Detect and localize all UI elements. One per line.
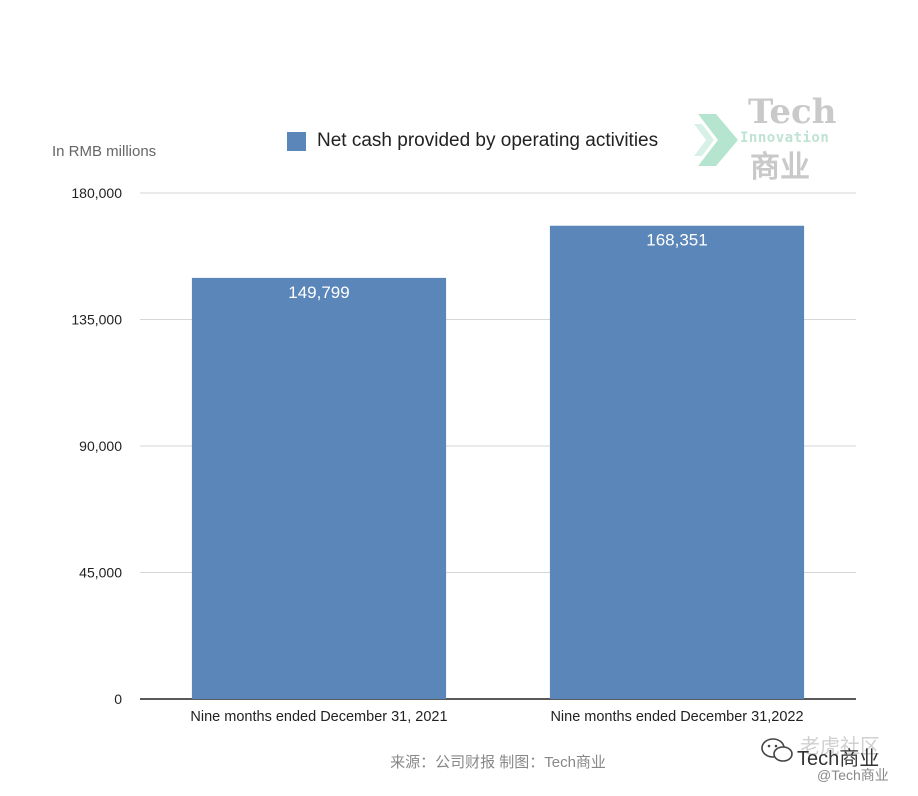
y-tick-label: 135,000 <box>71 312 122 328</box>
y-tick-label: 180,000 <box>71 185 122 201</box>
logo-chinese: 商业 <box>750 150 810 185</box>
bar <box>549 225 805 699</box>
data-label: 168,351 <box>646 231 707 250</box>
chevron-logo-icon <box>694 114 738 166</box>
legend: Net cash provided by operating activitie… <box>287 130 658 152</box>
y-axis-unit-label: In RMB millions <box>52 143 157 160</box>
y-tick-label: 90,000 <box>79 438 122 454</box>
y-tick-label: 45,000 <box>79 565 122 581</box>
bars <box>191 225 805 699</box>
labels: 0 45,000 90,000 135,000 180,000 149,799 Nine m… <box>71 185 803 725</box>
source-caption: 来源：公司财报 制图：Tech商业 <box>390 754 606 771</box>
watermark-handle: @Tech商业 <box>817 767 889 783</box>
x-tick-label: Nine months ended December 31, 2021 <box>190 709 447 725</box>
logo-word: Tech <box>748 92 837 132</box>
y-tick-label: 0 <box>114 691 122 707</box>
tech-logo: Tech Innovation 商业 <box>692 92 842 185</box>
data-label: 149,799 <box>288 283 349 302</box>
watermark-name: Tech商业 <box>797 748 880 770</box>
watermark: 老虎社区 Tech商业 @Tech商业 <box>760 728 910 788</box>
legend-swatch <box>287 131 306 151</box>
bar <box>191 277 447 699</box>
logo-subtitle: Innovation <box>740 130 830 146</box>
legend-label: Net cash provided by operating activitie… <box>317 130 659 151</box>
watermark-title: 老虎社区 <box>800 736 880 758</box>
wechat-icon <box>761 738 793 762</box>
x-tick-label: Nine months ended December 31,2022 <box>550 709 803 725</box>
